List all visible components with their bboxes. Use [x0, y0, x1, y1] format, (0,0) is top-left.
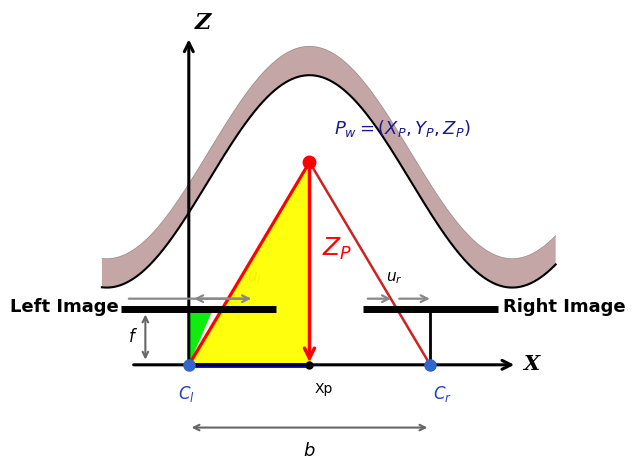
Polygon shape [102, 46, 556, 288]
Text: $C_r$: $C_r$ [433, 384, 451, 404]
Text: X: X [523, 354, 539, 374]
Text: $Z_P$: $Z_P$ [322, 236, 352, 262]
Text: $b$: $b$ [303, 442, 316, 460]
Text: $u_r$: $u_r$ [386, 270, 403, 286]
Text: $P_w = (X_P, Y_P, Z_P)$: $P_w = (X_P, Y_P, Z_P)$ [333, 118, 470, 139]
Text: Right Image: Right Image [503, 298, 625, 316]
Text: Left Image: Left Image [10, 298, 119, 316]
Text: Xp: Xp [314, 382, 333, 396]
Text: Z: Z [195, 12, 211, 34]
Text: $C_l$: $C_l$ [178, 384, 195, 404]
Text: $f$: $f$ [128, 328, 138, 346]
Text: $u_l$: $u_l$ [247, 270, 262, 286]
Polygon shape [189, 162, 310, 365]
Polygon shape [189, 309, 213, 365]
